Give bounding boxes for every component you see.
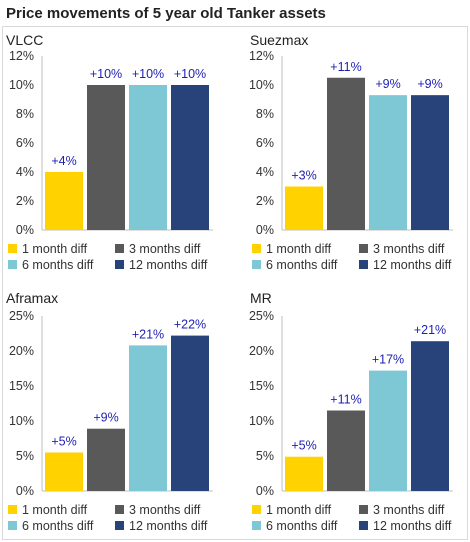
mr-bar-2	[369, 370, 407, 491]
mr-legend-swatch	[252, 505, 261, 514]
suezmax-bar-3	[411, 95, 449, 231]
mr-legend-label: 3 months diff	[373, 503, 445, 517]
mr-data-label: +21%	[414, 323, 446, 337]
vlcc-bar-3	[171, 85, 209, 230]
vlcc-legend-swatch	[115, 244, 124, 253]
suezmax-data-label: +11%	[330, 60, 361, 74]
aframax-chart-title: Aframax	[6, 290, 58, 306]
vlcc-legend-label: 3 months diff	[129, 242, 201, 256]
vlcc-bar-2	[129, 85, 167, 230]
aframax-legend-swatch	[8, 521, 17, 530]
aframax-legend-label: 12 months diff	[129, 519, 208, 533]
suezmax-ytick-label: 6%	[256, 136, 274, 150]
aframax-legend-label: 1 month diff	[22, 503, 88, 517]
aframax-ytick-label: 0%	[16, 484, 34, 498]
aframax-data-label: +21%	[132, 327, 164, 341]
mr-chart-title: MR	[250, 290, 272, 306]
vlcc-legend-label: 6 months diff	[22, 258, 94, 272]
mr-legend-swatch	[252, 521, 261, 530]
suezmax-legend-swatch	[359, 244, 368, 253]
mr-ytick-label: 5%	[256, 449, 274, 463]
suezmax-data-label: +3%	[291, 169, 316, 183]
suezmax-legend-swatch	[252, 260, 261, 269]
aframax-ytick-label: 5%	[16, 449, 34, 463]
mr-ytick-label: 25%	[249, 309, 274, 323]
vlcc-ytick-label: 12%	[9, 49, 34, 63]
suezmax-chart-title: Suezmax	[250, 32, 308, 48]
vlcc-legend-label: 12 months diff	[129, 258, 208, 272]
vlcc-ytick-label: 4%	[16, 165, 34, 179]
vlcc-ytick-label: 8%	[16, 107, 34, 121]
aframax-ytick-label: 10%	[9, 414, 34, 428]
suezmax-legend-swatch	[252, 244, 261, 253]
mr-data-label: +11%	[330, 393, 361, 407]
mr-legend-label: 1 month diff	[266, 503, 332, 517]
aframax-legend-label: 3 months diff	[129, 503, 201, 517]
aframax-bar-3	[171, 335, 209, 491]
vlcc-legend-label: 1 month diff	[22, 242, 88, 256]
mr-ytick-label: 15%	[249, 379, 274, 393]
suezmax-ytick-label: 2%	[256, 194, 274, 208]
suezmax-data-label: +9%	[375, 77, 400, 91]
suezmax-legend-label: 1 month diff	[266, 242, 332, 256]
mr-ytick-label: 20%	[249, 344, 274, 358]
suezmax-legend-label: 12 months diff	[373, 258, 452, 272]
aframax-data-label: +9%	[93, 411, 118, 425]
aframax-ytick-label: 20%	[9, 344, 34, 358]
vlcc-ytick-label: 2%	[16, 194, 34, 208]
vlcc-legend-swatch	[115, 260, 124, 269]
aframax-data-label: +22%	[174, 318, 206, 332]
aframax-bar-0	[45, 452, 83, 491]
vlcc-bar-0	[45, 172, 83, 230]
suezmax-ytick-label: 4%	[256, 165, 274, 179]
aframax-ytick-label: 25%	[9, 309, 34, 323]
vlcc-ytick-label: 0%	[16, 223, 34, 237]
aframax-legend-swatch	[115, 505, 124, 514]
mr-legend-swatch	[359, 505, 368, 514]
suezmax-bar-2	[369, 95, 407, 231]
vlcc-chart-title: VLCC	[6, 32, 43, 48]
mr-data-label: +5%	[291, 439, 316, 453]
chart-frame	[2, 26, 468, 540]
suezmax-legend-label: 3 months diff	[373, 242, 445, 256]
mr-ytick-label: 0%	[256, 484, 274, 498]
suezmax-bar-1	[327, 77, 365, 230]
suezmax-legend-label: 6 months diff	[266, 258, 338, 272]
vlcc-data-label: +4%	[51, 154, 76, 168]
mr-bar-3	[411, 341, 449, 491]
suezmax-ytick-label: 8%	[256, 107, 274, 121]
aframax-bar-1	[87, 428, 125, 491]
suezmax-ytick-label: 12%	[249, 49, 274, 63]
vlcc-ytick-label: 10%	[9, 78, 34, 92]
mr-data-label: +17%	[372, 353, 404, 367]
aframax-ytick-label: 15%	[9, 379, 34, 393]
suezmax-bar-0	[285, 186, 323, 230]
aframax-legend-label: 6 months diff	[22, 519, 94, 533]
mr-bar-1	[327, 410, 365, 491]
vlcc-legend-swatch	[8, 260, 17, 269]
suezmax-ytick-label: 10%	[249, 78, 274, 92]
main-title: Price movements of 5 year old Tanker ass…	[6, 5, 326, 22]
vlcc-data-label: +10%	[90, 67, 122, 81]
aframax-bar-2	[129, 345, 167, 491]
mr-legend-label: 6 months diff	[266, 519, 338, 533]
suezmax-data-label: +9%	[417, 77, 442, 91]
suezmax-ytick-label: 0%	[256, 223, 274, 237]
aframax-legend-swatch	[8, 505, 17, 514]
vlcc-bar-1	[87, 85, 125, 230]
mr-legend-label: 12 months diff	[373, 519, 452, 533]
mr-legend-swatch	[359, 521, 368, 530]
mr-bar-0	[285, 456, 323, 491]
vlcc-data-label: +10%	[174, 67, 206, 81]
vlcc-legend-swatch	[8, 244, 17, 253]
suezmax-legend-swatch	[359, 260, 368, 269]
aframax-data-label: +5%	[51, 435, 76, 449]
vlcc-ytick-label: 6%	[16, 136, 34, 150]
aframax-legend-swatch	[115, 521, 124, 530]
vlcc-data-label: +10%	[132, 67, 164, 81]
mr-ytick-label: 10%	[249, 414, 274, 428]
